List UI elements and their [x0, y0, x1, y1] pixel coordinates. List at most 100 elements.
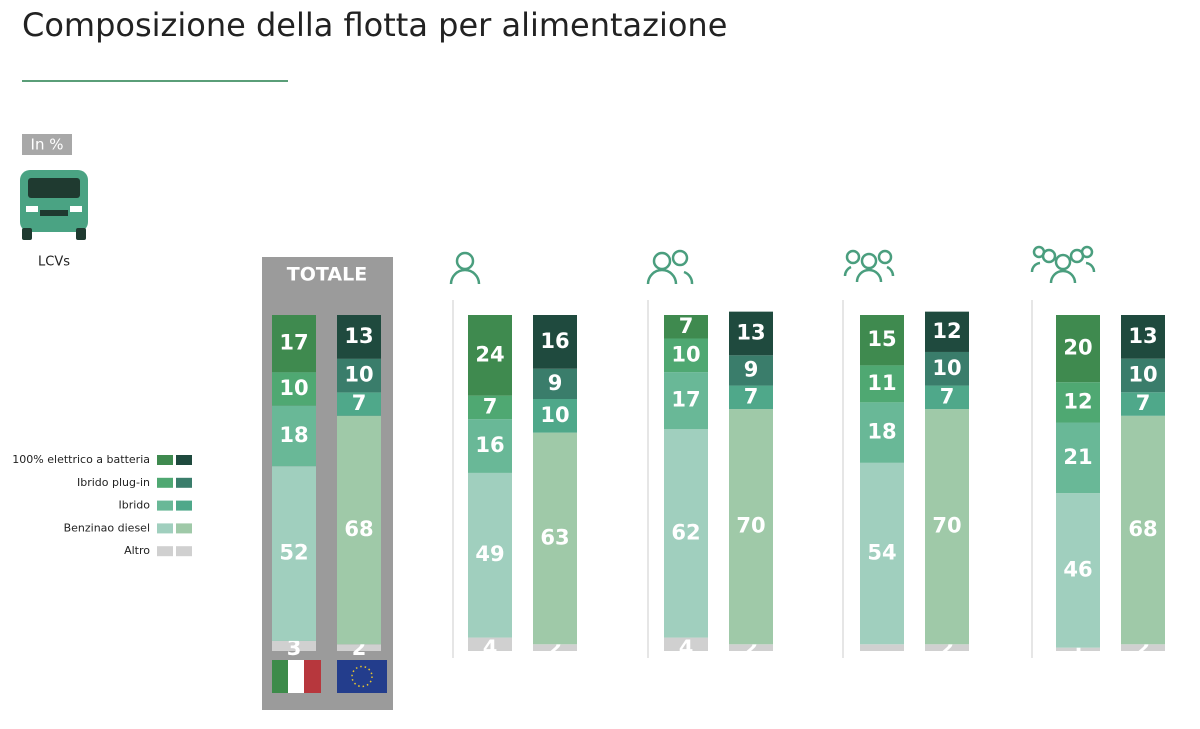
value-label: 18 — [279, 423, 308, 447]
value-label: 15 — [867, 327, 896, 351]
bar-segment — [925, 385, 969, 410]
flag-eu — [337, 660, 387, 693]
value-label: 20 — [1063, 336, 1092, 360]
flag-italy — [272, 660, 321, 693]
value-label: 49 — [475, 542, 504, 566]
bar-segment — [1121, 392, 1165, 416]
value-label: 10 — [1128, 362, 1157, 386]
value-label: 17 — [671, 388, 700, 412]
bar-segment — [468, 472, 512, 638]
value-label: 63 — [540, 525, 569, 549]
value-label: 7 — [352, 391, 367, 415]
bar-segment — [729, 644, 773, 651]
bar-segment — [533, 644, 577, 651]
value-label: 54 — [867, 541, 896, 565]
bar-segment — [860, 402, 904, 463]
bar-segment — [664, 637, 708, 651]
legend-swatch — [176, 546, 192, 557]
bar-segment — [1056, 422, 1100, 494]
legend-swatch — [157, 523, 173, 534]
value-label: 10 — [671, 342, 700, 366]
legend-swatch — [176, 523, 192, 534]
legend-label: Ibrido — [118, 499, 150, 512]
legend-swatch — [176, 500, 192, 511]
value-label: 10 — [540, 403, 569, 427]
bar-segment — [860, 365, 904, 403]
bar-segment — [337, 644, 381, 651]
bar-segment — [860, 315, 904, 366]
bar-segment — [1056, 493, 1100, 648]
dividers — [452, 300, 1033, 658]
bar-segment — [1056, 382, 1100, 423]
legend-swatch — [157, 477, 173, 488]
unit-label: In % — [31, 136, 64, 154]
bar-segment — [664, 372, 708, 430]
bar-segment — [664, 315, 708, 339]
value-label: 13 — [344, 324, 373, 348]
bar-segment — [272, 315, 316, 373]
value-label: 13 — [736, 320, 765, 344]
bar-segment — [468, 395, 512, 420]
value-label: 4 — [483, 636, 498, 660]
bar-segment — [337, 358, 381, 393]
value-label: 10 — [279, 376, 308, 400]
legend-swatch — [157, 546, 173, 557]
value-label: 16 — [475, 433, 504, 457]
bar-segment — [272, 372, 316, 406]
bar-segment — [925, 644, 969, 651]
value-label: 21 — [1063, 445, 1092, 469]
unit-badge — [22, 134, 72, 155]
legend-swatch — [176, 477, 192, 488]
bar-segment — [1121, 644, 1165, 651]
bar-segment — [664, 429, 708, 638]
value-label: 18 — [867, 420, 896, 444]
bar-segment — [533, 432, 577, 645]
legend-swatch — [157, 455, 173, 465]
title: Composizione della flotta per alimentazi… — [22, 6, 727, 44]
bar-segment — [337, 315, 381, 359]
bar-segment — [729, 355, 773, 386]
bar-segment — [925, 409, 969, 645]
bar-segment — [1121, 315, 1165, 359]
bar-segment — [533, 368, 577, 399]
value-label: 52 — [279, 541, 308, 565]
group-icons — [449, 245, 1096, 285]
value-label: 12 — [1063, 389, 1092, 413]
bar-segment — [925, 311, 969, 352]
value-label: 9 — [548, 371, 563, 395]
value-label: 24 — [475, 342, 504, 366]
bar-segment — [729, 409, 773, 645]
value-label: 4 — [679, 636, 694, 660]
vehicle-label: LCVs — [38, 255, 70, 270]
bar-segment — [729, 385, 773, 410]
bar-segment — [337, 392, 381, 416]
value-label: 11 — [867, 371, 896, 395]
bar-segment — [533, 315, 577, 369]
bar-segment — [729, 311, 773, 356]
value-label: 9 — [744, 357, 759, 381]
value-label: 68 — [344, 517, 373, 541]
bar-segment — [860, 462, 904, 645]
legend-label: Ibrido plug-in — [77, 476, 150, 489]
bar-segment — [468, 315, 512, 396]
value-label: 46 — [1063, 557, 1092, 581]
legend-swatch — [157, 500, 173, 511]
bar-segment — [664, 338, 708, 373]
value-label: 7 — [483, 394, 498, 418]
bar-segment — [1121, 358, 1165, 393]
value-label: 62 — [671, 520, 700, 544]
bar-segment — [533, 399, 577, 433]
legend-swatch — [176, 455, 192, 465]
value-label: 7 — [744, 384, 759, 408]
value-label: 7 — [940, 384, 955, 408]
legend-label: Benzinao diesel — [64, 521, 150, 534]
value-label: 7 — [679, 314, 694, 338]
value-label: 10 — [344, 362, 373, 386]
value-label: 13 — [1128, 324, 1157, 348]
group-label: TOTALE — [287, 264, 367, 286]
value-label: 7 — [1136, 391, 1151, 415]
bar-segment — [272, 640, 316, 651]
bar-segment — [468, 419, 512, 473]
value-label: 70 — [736, 514, 765, 538]
